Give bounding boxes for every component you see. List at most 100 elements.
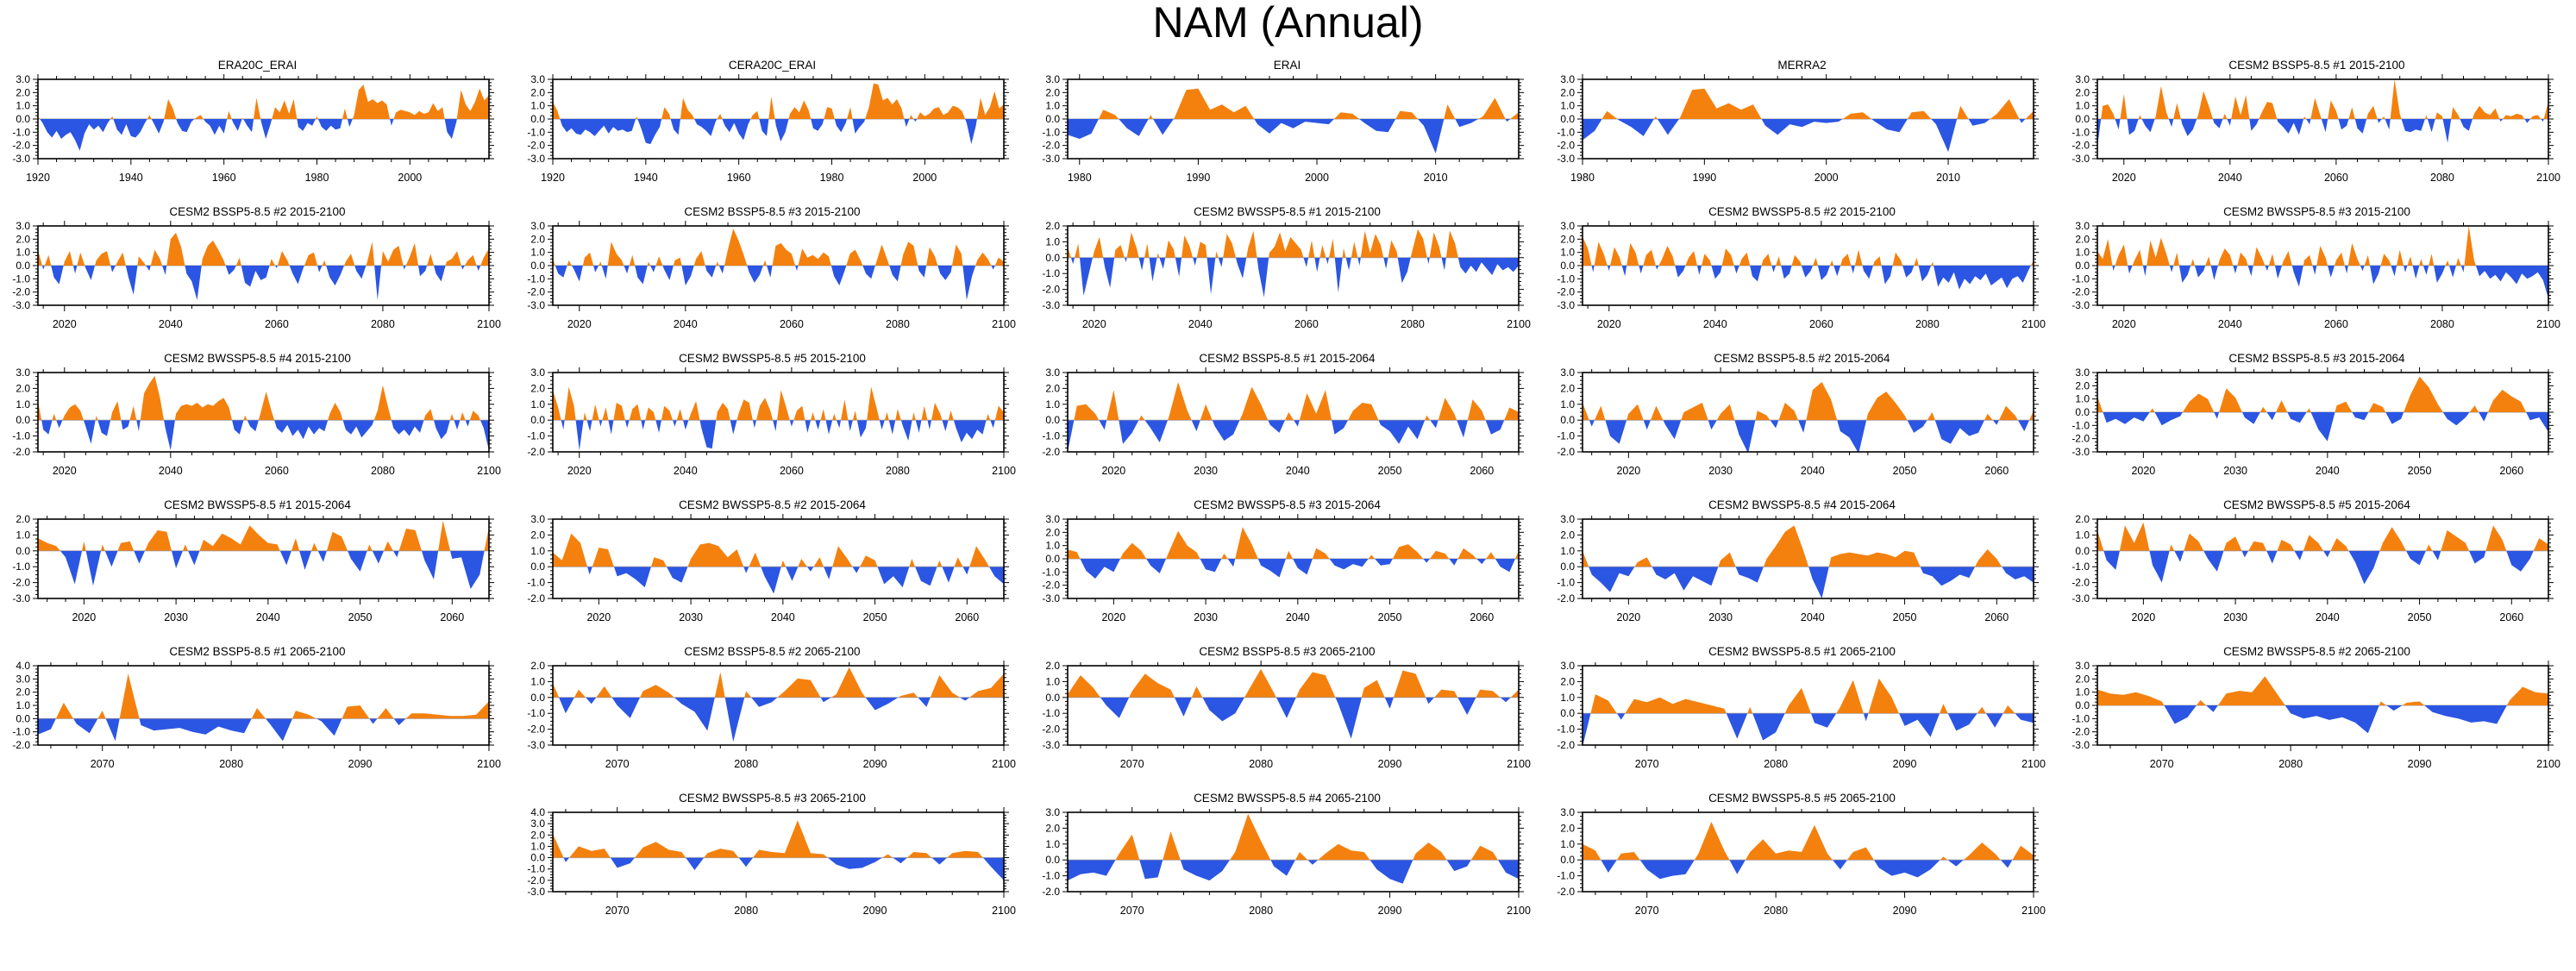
chart-panel: ERAI -3.0 -2.0 -1.0 0.0 1.0 2.0 3.0 1980 1990 2000… [1030,50,1545,197]
negative-anomaly-area [587,567,1004,594]
panel-plot: -3.0 -2.0 -1.0 0.0 1.0 2.0 2070 2080 2090 2100 [527,661,1016,770]
svg-text:2040: 2040 [159,465,183,477]
svg-text:2080: 2080 [886,465,910,477]
svg-text:1.0: 1.0 [1560,398,1575,410]
svg-text:1.0: 1.0 [1560,545,1575,557]
positive-anomaly-area [1583,88,2034,119]
svg-text:-1.0: -1.0 [12,430,30,442]
positive-anomaly-area [38,673,489,719]
svg-text:2020: 2020 [1082,318,1106,330]
svg-text:2.0: 2.0 [1560,233,1575,245]
panel-plot: -3.0 -2.0 -1.0 0.0 1.0 2.0 2020 2040 2060 2080 210… [1042,221,1531,330]
svg-text:-3.0: -3.0 [2071,299,2090,311]
panel-title: CESM2 BWSSP5-8.5 #1 2015-2100 [1194,205,1381,218]
panel-plot: -3.0-2.0-1.00.01.0 2.03.0 2020 2040 2060 2080… [1557,221,2046,330]
svg-text:2020: 2020 [1616,465,1640,477]
svg-text:1990: 1990 [1186,172,1210,184]
chart-panel: CESM2 BWSSP5-8.5 #3 2015-2064 -3.0 -2.0 -1.… [1030,490,1545,636]
svg-text:3.0: 3.0 [1045,367,1060,379]
svg-text:2070: 2070 [91,758,115,770]
svg-text:2.0: 2.0 [1560,675,1575,687]
svg-text:2100: 2100 [2536,758,2560,770]
svg-text:-1.0: -1.0 [2071,126,2090,138]
svg-text:1940: 1940 [119,172,143,184]
panel-title: CESM2 BWSSP5-8.5 #3 2015-2064 [1194,498,1381,511]
panel-title: CESM2 BSSP5-8.5 #1 2065-2100 [169,645,346,658]
svg-text:-2.0: -2.0 [1557,592,1575,605]
svg-text:2070: 2070 [1120,905,1144,917]
negative-anomaly-area [1068,420,1505,452]
svg-text:-2.0: -2.0 [12,577,30,589]
svg-text:0.0: 0.0 [1045,553,1060,565]
svg-text:-2.0: -2.0 [1042,446,1060,458]
panel-title: ERA20C_ERAI [217,59,298,72]
panel-title: CESM2 BSSP5-8.5 #1 2015-2100 [2228,59,2405,72]
negative-anomaly-area [2097,412,2548,442]
svg-text:2090: 2090 [1378,758,1402,770]
svg-text:2070: 2070 [605,758,630,770]
svg-text:3.0: 3.0 [1560,807,1575,818]
positive-anomaly-area [553,83,1004,119]
svg-text:-2.0: -2.0 [2071,433,2090,445]
svg-text:-3.0: -3.0 [1042,153,1060,165]
svg-text:0.0: 0.0 [1045,414,1060,426]
svg-text:3.0: 3.0 [1560,514,1575,525]
svg-text:2010: 2010 [1936,172,1960,184]
svg-text:-1.0: -1.0 [1557,273,1575,285]
svg-text:-2.0: -2.0 [1042,886,1060,898]
svg-text:2020: 2020 [53,318,77,330]
panel-title: CESM2 BWSSP5-8.5 #2 2015-2064 [679,498,866,511]
panel-title: CESM2 BWSSP5-8.5 #4 2065-2100 [1194,792,1381,805]
svg-text:1.0: 1.0 [1045,838,1060,850]
svg-text:2020: 2020 [2112,172,2136,184]
svg-text:2.0: 2.0 [530,86,545,98]
svg-text:2040: 2040 [1188,318,1213,330]
svg-text:0.0: 0.0 [1560,707,1575,719]
panel-plot: -2.0 -1.0 0.0 1.0 2.0 3.0 2070 2080 2090 2100 [1042,807,1531,917]
svg-text:0.0: 0.0 [16,260,30,272]
svg-text:0.0: 0.0 [1045,252,1060,264]
negative-anomaly-area [38,718,406,742]
svg-text:2050: 2050 [348,611,373,623]
svg-text:-1.0: -1.0 [1042,707,1060,719]
panel-title: CESM2 BWSSP5-8.5 #2 2065-2100 [2223,645,2410,658]
svg-text:1.0: 1.0 [1560,838,1575,850]
chart-panel: CESM2 BSSP5-8.5 #2 2015-2100 -3.0 -2.0 -1.0… [0,197,515,343]
svg-text:2080: 2080 [734,758,758,770]
svg-text:0.0: 0.0 [1045,113,1060,125]
svg-text:2050: 2050 [1893,611,1917,623]
svg-text:1.0: 1.0 [530,247,545,259]
chart-panel: CESM2 BWSSP5-8.5 #1 2065-2100 -2.0 -1.0 0.0… [1545,636,2059,783]
svg-text:-1.0: -1.0 [527,126,545,138]
svg-text:-2.0: -2.0 [2071,577,2090,589]
svg-text:2100: 2100 [477,465,501,477]
svg-text:2020: 2020 [72,611,96,623]
chart-panel: CESM2 BWSSP5-8.5 #5 2065-2100 -2.0 -1.0 0.0… [1545,783,2059,930]
svg-text:0.0: 0.0 [16,545,30,557]
svg-text:2030: 2030 [1708,465,1733,477]
svg-text:3.0: 3.0 [2075,221,2090,232]
chart-panel: ERA20C_ERAI -3.0 -2.0 -1.0 0.0 1.0 2.0 3.0 1920 1… [0,50,515,197]
svg-text:2.0: 2.0 [1560,822,1575,834]
svg-text:3.0: 3.0 [530,221,545,232]
svg-text:-1.0: -1.0 [12,273,30,285]
svg-text:2080: 2080 [1764,905,1788,917]
positive-anomaly-area [2097,376,2548,412]
svg-text:1.0: 1.0 [1045,235,1060,247]
svg-text:-1.0: -1.0 [1557,870,1575,882]
panel-plot: -3.0-2.0-1.00.01.0 2.03.0 2020 2040 2060 2080… [12,221,501,330]
svg-text:2100: 2100 [1507,318,1531,330]
svg-text:-1.0: -1.0 [1042,126,1060,138]
svg-text:3.0: 3.0 [16,367,30,379]
positive-anomaly-area [553,533,1004,567]
svg-text:1.0: 1.0 [1560,247,1575,259]
svg-text:2060: 2060 [2499,465,2523,477]
svg-text:2100: 2100 [1507,905,1531,917]
svg-text:2000: 2000 [912,172,937,184]
panel-plot: -3.0-2.0 -1.00.01.0 2.03.0 1980 1990 2000 2010 [1042,74,1524,184]
svg-text:-3.0: -3.0 [1557,299,1575,311]
positive-anomaly-area [1583,236,2034,266]
negative-anomaly-area [553,857,1004,880]
svg-text:-1.0: -1.0 [527,273,545,285]
svg-text:2.0: 2.0 [1045,526,1060,538]
